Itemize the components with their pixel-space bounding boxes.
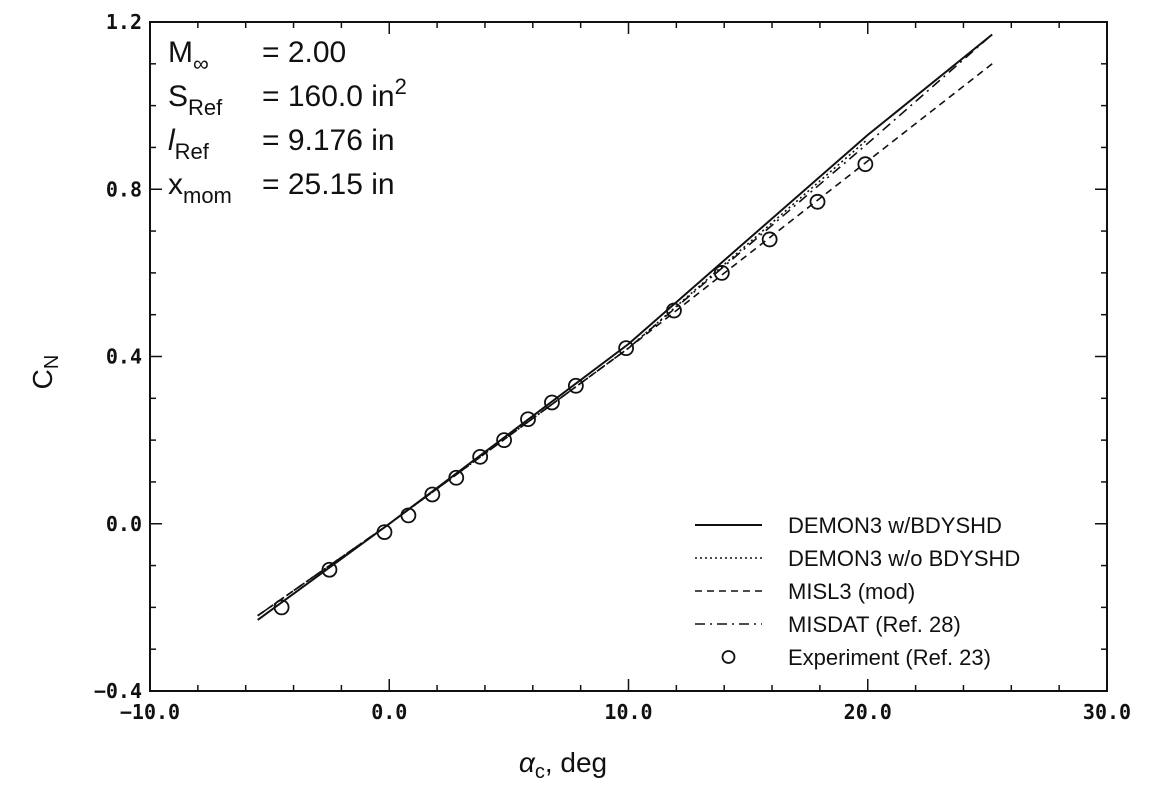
x-tick-label: −10.0	[120, 700, 180, 724]
y-tick-label: 0.0	[106, 512, 142, 536]
experiment-markers	[273, 156, 874, 616]
experiment-point	[376, 524, 393, 541]
experiment-point	[809, 193, 826, 210]
annotation-symbol: lRef	[168, 124, 210, 164]
legend-label: MISDAT (Ref. 28)	[788, 612, 961, 637]
annotation-symbol: SRef	[168, 80, 223, 120]
series-line-1	[257, 33, 993, 621]
y-axis-title: CN	[27, 355, 63, 390]
y-tick-label: 0.8	[106, 177, 142, 201]
axis-ticks	[149, 21, 1108, 692]
annotation-value: = 2.00	[262, 36, 346, 69]
experiment-point	[761, 231, 778, 248]
experiment-point	[544, 394, 560, 411]
y-tick-label: 1.2	[106, 10, 142, 34]
parameter-annotations: M∞ = 2.00 SRef = 160.0 in2 lRef = 9.176 in xmo…	[168, 36, 407, 208]
legend-label: Experiment (Ref. 23)	[788, 645, 991, 670]
experiment-point	[713, 264, 730, 281]
annotation-symbol: xmom	[168, 168, 232, 208]
series-lines	[257, 33, 993, 621]
x-tick-label: 0.0	[371, 700, 407, 724]
legend-label: MISL3 (mod)	[788, 579, 915, 604]
x-tick-label: 10.0	[604, 700, 652, 724]
annotation-value: = 160.0 in2	[262, 74, 407, 113]
plot-frame	[149, 21, 1108, 692]
experiment-point	[472, 448, 489, 465]
experiment-point	[666, 302, 682, 319]
experiment-point	[567, 377, 584, 394]
legend-label: DEMON3 w/o BDYSHD	[788, 546, 1020, 571]
experiment-point	[857, 156, 874, 173]
x-tick-label: 30.0	[1083, 700, 1131, 724]
y-tick-label: 0.4	[106, 345, 142, 369]
annotation-value: = 9.176 in	[262, 124, 395, 157]
legend-label: DEMON3 w/BDYSHD	[788, 513, 1002, 538]
y-tick-label: −0.4	[94, 679, 142, 703]
tick-labels: −10.0 0.0 10.0 20.0 30.0 −0.4 0.0 0.4 0.8 1.2	[94, 10, 1131, 724]
series-line-2	[257, 138, 869, 617]
x-tick-label: 20.0	[844, 700, 892, 724]
experiment-point	[273, 599, 290, 616]
series-line-3	[257, 63, 993, 617]
plot-border	[149, 21, 1108, 692]
x-axis-title: αc, deg	[519, 747, 607, 783]
experiment-point	[496, 432, 512, 449]
experiment-point	[321, 561, 338, 578]
experiment-point	[400, 507, 417, 524]
experiment-point	[424, 486, 441, 503]
experiment-point	[520, 411, 536, 428]
experiment-point	[618, 340, 635, 357]
experiment-point	[448, 469, 465, 486]
legend: DEMON3 w/BDYSHD DEMON3 w/o BDYSHD MISL3 (m…	[695, 513, 1020, 670]
annotation-symbol: M∞	[168, 36, 209, 76]
annotation-value: = 25.15 in	[262, 168, 395, 201]
legend-swatch	[721, 650, 736, 664]
